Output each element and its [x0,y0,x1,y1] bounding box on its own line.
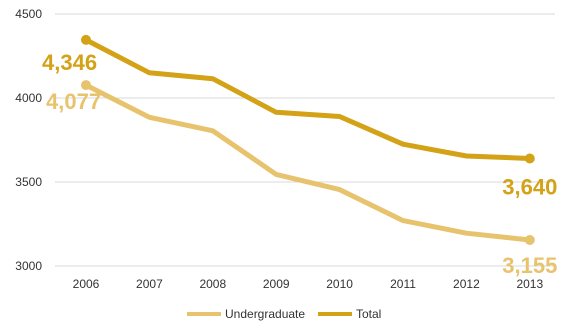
series-lines [81,34,535,245]
x-tick-label: 2011 [390,277,416,291]
x-tick-label: 2013 [516,277,543,291]
x-tick-label: 2008 [199,277,226,291]
data-label: 3,155 [502,253,557,278]
y-tick-label: 3000 [15,259,42,273]
x-tick-label: 2006 [73,277,100,291]
x-axis-ticks: 2006 2007 2008 2009 2010 2011 2012 2013 [73,277,544,291]
x-tick-label: 2012 [453,277,480,291]
gridlines [55,13,555,267]
legend: Undergraduate Total [187,307,381,321]
x-tick-label: 2009 [263,277,290,291]
data-label: 3,640 [502,174,557,199]
data-point [81,80,91,91]
data-label: 4,077 [46,89,101,114]
x-tick-label: 2007 [136,277,163,291]
data-label: 4,346 [42,50,97,75]
data-point [524,234,535,245]
y-tick-label: 3500 [15,175,42,189]
series-line-undergraduate [83,82,533,243]
y-tick-label: 4000 [15,91,42,105]
series-line-total [83,37,533,161]
y-tick-label: 4500 [15,7,42,21]
legend-label: Total [356,307,381,321]
x-tick-label: 2010 [326,277,353,291]
legend-label: Undergraduate [225,307,305,321]
data-labels: 4,077 3,155 4,346 3,640 [42,50,557,278]
data-point [524,153,535,164]
y-axis-ticks: 3000 3500 4000 4500 [15,7,42,273]
data-point [81,34,91,45]
